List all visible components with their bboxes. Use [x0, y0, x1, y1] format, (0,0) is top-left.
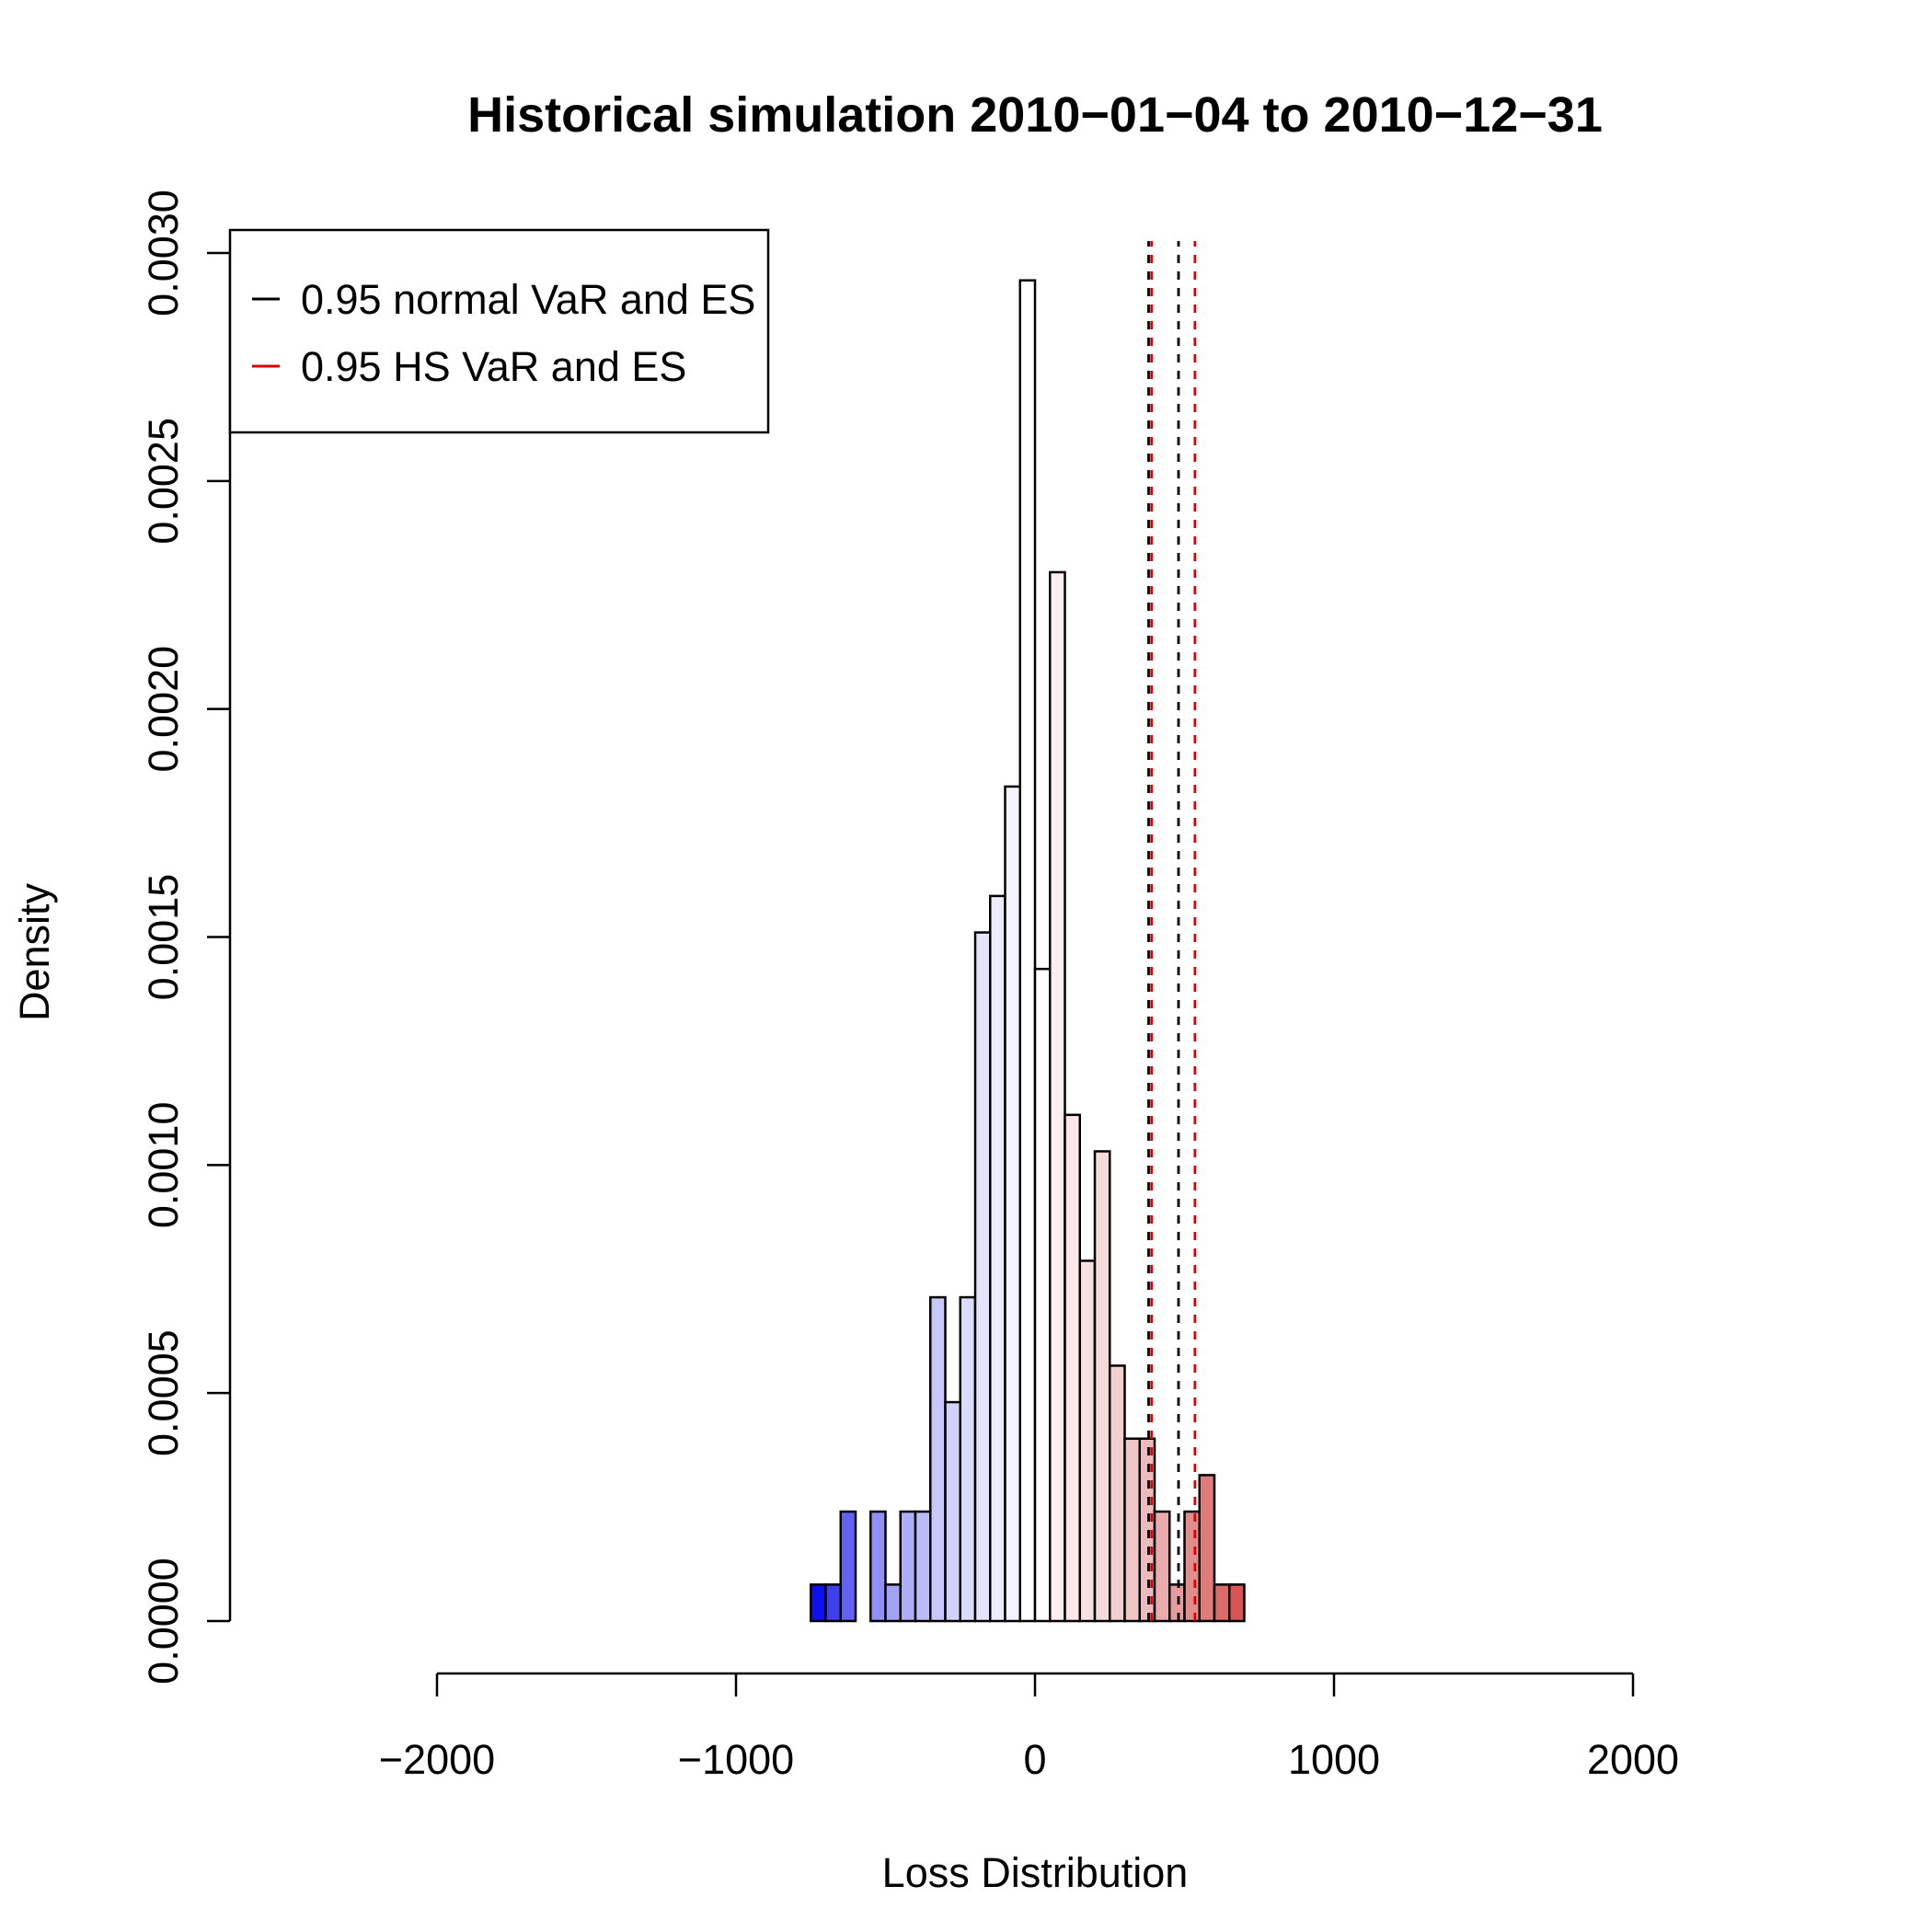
histogram-bar [1064, 1113, 1081, 1623]
risk-lines [1147, 241, 1197, 1621]
y-tick-label: 0.0000 [140, 1558, 187, 1685]
histogram-bar [1198, 1474, 1216, 1623]
legend: 0.95 normal VaR and ES 0.95 HS VaR and E… [228, 228, 770, 434]
histogram-bar [899, 1510, 917, 1623]
histogram-bar [1078, 1259, 1097, 1623]
histogram-bar [839, 1510, 857, 1623]
histogram-bar [824, 1583, 842, 1623]
y-tick-label: 0.0030 [140, 190, 187, 316]
x-tick-label: 2000 [1587, 1736, 1679, 1783]
histogram-bar [944, 1400, 961, 1623]
histogram-bar [1168, 1583, 1186, 1623]
histogram-bar [1213, 1583, 1231, 1623]
histogram-bar [1004, 785, 1021, 1623]
x-axis: −2000 −1000 0 1000 2000 [379, 1672, 1679, 1783]
histogram-bar [914, 1510, 932, 1623]
histogram-bar [1033, 967, 1052, 1623]
y-tick-label: 0.0005 [140, 1329, 187, 1456]
histogram-bars [810, 279, 1246, 1623]
histogram-bar [989, 894, 1006, 1623]
histogram-bar [1109, 1364, 1126, 1623]
histogram-bar [869, 1510, 887, 1623]
histogram-bar [973, 931, 992, 1623]
chart-title: Historical simulation 2010−01−04 to 2010… [467, 87, 1603, 143]
legend-label-normal: 0.95 normal VaR and ES [301, 276, 755, 323]
y-tick-label: 0.0010 [140, 1102, 187, 1229]
legend-label-hs: 0.95 HS VaR and ES [301, 343, 686, 390]
legend-box [228, 228, 770, 434]
y-tick-label: 0.0020 [140, 646, 187, 773]
histogram-bar [1183, 1510, 1201, 1623]
y-tick-label: 0.0025 [140, 418, 187, 545]
x-tick-label: 1000 [1288, 1736, 1380, 1783]
y-tick-label: 0.0015 [140, 874, 187, 1001]
x-tick-label: 0 [1023, 1736, 1046, 1783]
y-axis-title: Density [11, 882, 58, 1021]
histogram-bar [1049, 570, 1066, 1623]
histogram-bar [959, 1295, 977, 1623]
x-tick-label: −1000 [678, 1736, 794, 1783]
y-axis: 0.0000 0.0005 0.0010 0.0015 0.0020 0.0025 0.00… [140, 190, 232, 1685]
histogram-bar [929, 1295, 947, 1623]
histogram-bar [1093, 1150, 1111, 1623]
histogram-bar [1228, 1583, 1246, 1623]
x-axis-title: Loss Distribution [882, 1849, 1189, 1896]
histogram-bar [884, 1583, 902, 1623]
histogram-bar [810, 1583, 827, 1623]
x-tick-label: −2000 [379, 1736, 495, 1783]
histogram-bar [1123, 1437, 1141, 1623]
histogram-bar [1153, 1510, 1171, 1623]
histogram-bar [1018, 279, 1037, 1623]
